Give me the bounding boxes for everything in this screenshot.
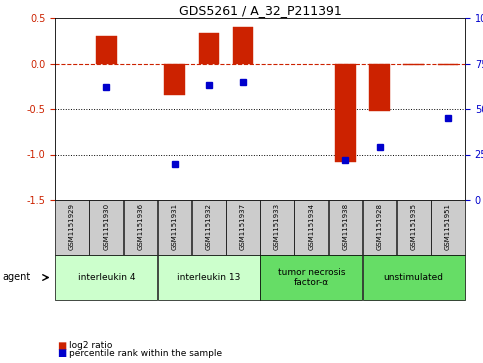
Text: GSM1151937: GSM1151937: [240, 203, 246, 250]
Bar: [96, 36, 116, 64]
Bar: [438, 64, 458, 65]
Text: interleukin 13: interleukin 13: [177, 273, 241, 282]
Text: ■: ■: [57, 341, 67, 351]
Bar: [124, 200, 157, 255]
Text: GSM1151935: GSM1151935: [411, 203, 417, 250]
Text: GSM1151929: GSM1151929: [69, 203, 75, 250]
Bar: [260, 200, 294, 255]
Bar: [328, 200, 362, 255]
Text: tumor necrosis
factor-α: tumor necrosis factor-α: [278, 268, 345, 287]
Text: interleukin 4: interleukin 4: [77, 273, 135, 282]
Text: GSM1151936: GSM1151936: [138, 203, 143, 250]
Text: log2 ratio: log2 ratio: [70, 342, 113, 350]
Bar: [55, 200, 89, 255]
Text: unstimulated: unstimulated: [384, 273, 444, 282]
Text: GSM1151932: GSM1151932: [206, 203, 212, 250]
Text: agent: agent: [2, 273, 30, 282]
Bar: [335, 64, 355, 162]
Bar: [192, 200, 226, 255]
Text: GSM1151951: GSM1151951: [445, 203, 451, 250]
Bar: [369, 64, 390, 111]
Bar: [363, 200, 397, 255]
Text: GSM1151934: GSM1151934: [308, 203, 314, 250]
Bar: [89, 200, 123, 255]
Bar: [397, 200, 431, 255]
Text: percentile rank within the sample: percentile rank within the sample: [70, 349, 223, 358]
Bar: [157, 255, 260, 300]
Bar: [294, 200, 328, 255]
Bar: [363, 255, 465, 300]
Bar: [403, 64, 424, 65]
Title: GDS5261 / A_32_P211391: GDS5261 / A_32_P211391: [179, 4, 341, 17]
Text: GSM1151938: GSM1151938: [342, 203, 348, 250]
Text: GSM1151933: GSM1151933: [274, 203, 280, 250]
Text: GSM1151931: GSM1151931: [171, 203, 178, 250]
Bar: [431, 200, 465, 255]
Bar: [55, 255, 157, 300]
Text: GSM1151930: GSM1151930: [103, 203, 109, 250]
Bar: [260, 255, 362, 300]
Text: ■: ■: [57, 348, 67, 358]
Bar: [226, 200, 260, 255]
Bar: [157, 200, 191, 255]
Text: GSM1151928: GSM1151928: [377, 203, 383, 250]
Bar: [164, 64, 185, 95]
Bar: [199, 33, 219, 64]
Bar: [233, 27, 253, 64]
